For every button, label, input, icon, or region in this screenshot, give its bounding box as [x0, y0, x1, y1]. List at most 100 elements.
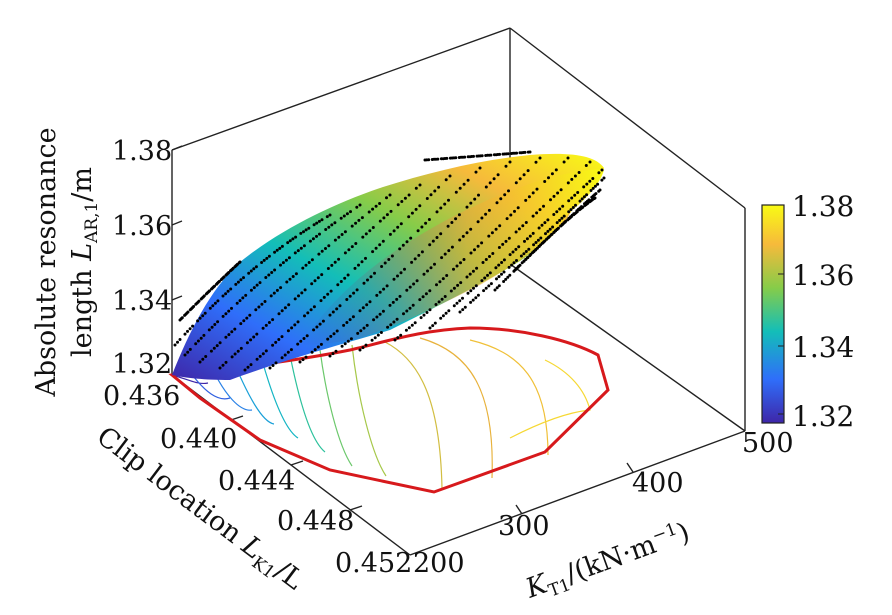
sample-point: [398, 247, 402, 251]
sample-point: [408, 306, 412, 310]
sample-point: [382, 287, 386, 291]
sample-point: [255, 283, 259, 287]
sample-point: [556, 191, 560, 195]
sample-point: [474, 170, 478, 174]
sample-point: [571, 206, 575, 209]
sample-point: [271, 343, 275, 347]
sample-point: [489, 282, 493, 286]
sample-point: [534, 248, 538, 251]
sample-point: [303, 288, 307, 292]
sample-point: [585, 182, 589, 186]
sample-point: [233, 327, 237, 331]
sample-point: [429, 193, 433, 197]
sample-point: [445, 156, 449, 160]
sample-point: [299, 246, 303, 250]
sample-point: [210, 325, 214, 329]
sample-point: [459, 261, 462, 265]
y-tick-label: 500: [742, 428, 794, 459]
sample-point: [556, 226, 560, 230]
sample-point: [454, 156, 458, 160]
sample-point: [559, 188, 563, 192]
sample-point: [357, 263, 360, 267]
sample-point: [230, 306, 233, 310]
sample-point: [527, 195, 531, 199]
sample-point: [584, 164, 588, 167]
contour-line: [351, 344, 387, 477]
sample-point: [551, 225, 555, 229]
sample-point: [488, 181, 492, 185]
sample-point: [213, 323, 217, 326]
sample-point: [515, 259, 518, 262]
sample-point: [202, 294, 206, 298]
sample-point: [255, 357, 259, 361]
sample-point: [226, 289, 230, 293]
y-tick-labels: 200 300 400 500: [413, 428, 794, 579]
sample-point: [476, 293, 480, 297]
sample-point: [516, 206, 520, 210]
sample-point: [305, 334, 309, 338]
sample-point: [334, 349, 338, 353]
sample-point: [336, 283, 340, 287]
sample-point: [537, 226, 541, 230]
x-tick-label: 0.440: [160, 424, 237, 455]
sample-point: [500, 261, 504, 264]
sample-point: [313, 348, 317, 352]
sample-point: [245, 316, 249, 320]
sample-point: [315, 221, 319, 225]
sample-point: [304, 228, 308, 232]
sample-point: [309, 308, 313, 312]
sample-point: [333, 238, 337, 242]
sample-point: [348, 318, 352, 322]
sample-point: [272, 291, 276, 295]
colorbar-tick-label: 1.38: [792, 190, 854, 223]
sample-point: [224, 292, 228, 296]
sample-point: [340, 233, 344, 236]
sample-point: [405, 309, 409, 313]
sample-point: [558, 218, 562, 222]
sample-point: [597, 171, 601, 175]
sample-point: [249, 363, 253, 367]
sample-point: [261, 352, 265, 356]
sample-point: [562, 160, 566, 164]
sample-point: [452, 286, 456, 290]
sample-point: [439, 206, 443, 210]
z-tick-label: 1.34: [112, 286, 172, 317]
sample-point: [342, 214, 346, 218]
sample-point: [425, 197, 429, 200]
sample-point: [198, 316, 202, 320]
y-tick-label: 300: [498, 511, 550, 542]
sample-point: [378, 219, 382, 223]
sample-point: [428, 326, 432, 330]
sample-point: [403, 196, 407, 200]
sample-point: [575, 210, 579, 214]
sample-point: [484, 286, 488, 290]
sample-point: [343, 342, 347, 346]
sample-point: [286, 329, 290, 333]
sample-point: [284, 258, 288, 262]
sample-point: [550, 172, 554, 176]
sample-point: [239, 346, 243, 350]
sample-point: [350, 224, 354, 228]
sample-point: [353, 266, 357, 270]
sample-point: [326, 292, 330, 296]
sample-point: [373, 271, 376, 275]
sample-point: [469, 251, 473, 255]
sample-point: [474, 296, 478, 300]
sample-point: [588, 179, 592, 183]
sample-point: [515, 151, 519, 155]
sample-points: [173, 150, 606, 372]
sample-point: [279, 263, 282, 267]
sample-point: [348, 294, 352, 298]
z-axis-label: Absolute resonance length LAR,1/m: [31, 127, 102, 397]
sample-point: [180, 316, 184, 320]
colorbar-tick-label: 1.36: [792, 259, 854, 292]
sample-point: [301, 266, 305, 270]
sample-point: [503, 193, 507, 197]
z-tick-mark: [171, 145, 183, 151]
sample-point: [183, 332, 187, 336]
sample-point: [450, 221, 454, 224]
sample-point: [247, 271, 251, 275]
sample-point: [497, 263, 501, 267]
sample-point: [410, 323, 414, 327]
sample-point: [354, 221, 358, 225]
